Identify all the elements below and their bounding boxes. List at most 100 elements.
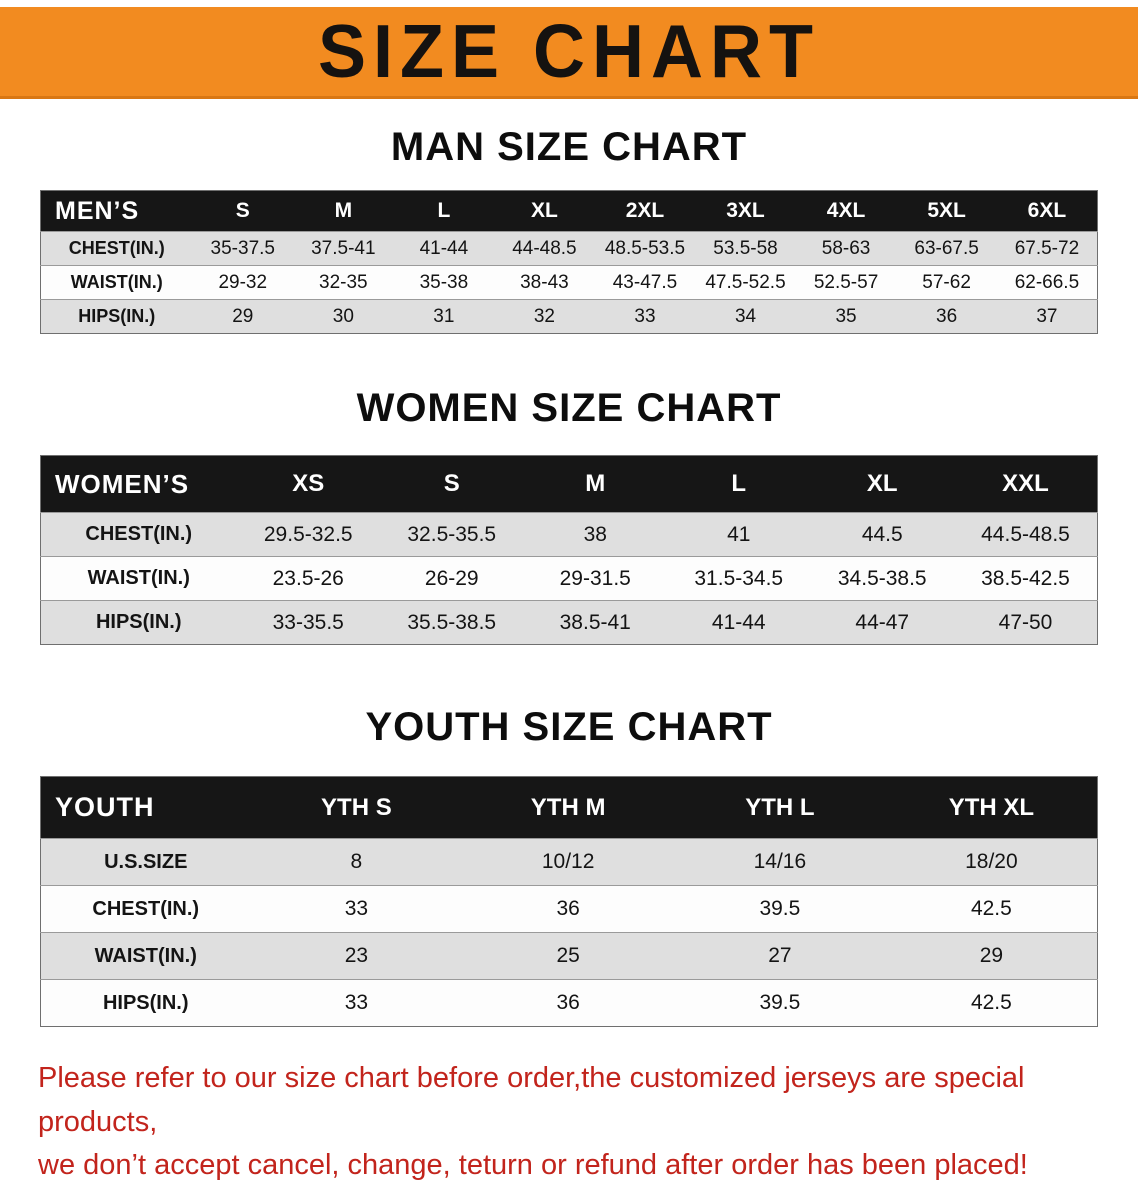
table-header-row: YOUTH YTH S YTH M YTH L YTH XL <box>40 776 1098 839</box>
section-men: MAN SIZE CHART MEN’S S M L XL 2XL 3XL 4XL 5XL 6XL C… <box>0 125 1138 334</box>
size-value: 34 <box>734 305 757 327</box>
men-size-chart-heading: MAN SIZE CHART <box>390 125 748 169</box>
women-size-table: WOMEN’S XS S M L XL XXL CHEST(IN.) 29.5-32.5 32.5… <box>40 455 1098 645</box>
size-value: 29 <box>979 944 1004 967</box>
table-row: U.S.SIZE 8 10/12 14/16 18/20 <box>40 838 1098 886</box>
size-value: 38-43 <box>520 271 569 293</box>
row-label: HIPS(IN.) <box>102 991 189 1014</box>
size-value: 36 <box>556 897 580 920</box>
size-value: 58-63 <box>821 237 871 259</box>
size-value: 39.5 <box>759 991 801 1014</box>
page-title: SIZE CHART <box>318 9 820 94</box>
table-row: HIPS(IN.) 33 36 39.5 42.5 <box>40 979 1098 1027</box>
size-value: 25 <box>556 944 580 967</box>
table-row: HIPS(IN.) 33-35.5 35.5-38.5 38.5-41 41-44 44-… <box>40 600 1098 645</box>
footer-note-line2: we don’t accept cancel, change, teturn o… <box>38 1149 1028 1181</box>
size-value: 26-29 <box>424 566 479 590</box>
size-value: 57-62 <box>922 271 971 293</box>
size-value: 67.5-72 <box>1014 237 1080 259</box>
size-chart-page: SIZE CHART MAN SIZE CHART MEN’S S M L XL 2XL 3X… <box>0 7 1138 1188</box>
size-value: 42.5 <box>970 991 1012 1014</box>
row-label: HIPS(IN.) <box>78 306 156 326</box>
size-column-header: M <box>293 190 394 232</box>
size-value: 33 <box>344 897 369 920</box>
size-value: 35.5-38.5 <box>407 610 497 634</box>
youth-size-table: YOUTH YTH S YTH M YTH L YTH XL U.S.SIZE 8 10/12… <box>40 776 1098 1027</box>
size-column-header: 2XL <box>594 190 696 232</box>
size-value: 47.5-52.5 <box>705 271 786 293</box>
banner: SIZE CHART <box>0 7 1138 99</box>
table-row: CHEST(IN.) 33 36 39.5 42.5 <box>40 885 1098 933</box>
table-title-cell: YOUTH <box>40 776 251 839</box>
size-value: 44-48.5 <box>512 237 577 259</box>
row-label: CHEST(IN.) <box>92 897 200 920</box>
size-value: 35-38 <box>419 271 469 293</box>
size-value: 32-35 <box>319 271 368 293</box>
size-column-header: L <box>667 455 811 513</box>
row-label: U.S.SIZE <box>104 850 188 873</box>
size-value: 41 <box>727 522 751 546</box>
size-value: 32 <box>533 305 555 327</box>
size-value: 47-50 <box>998 610 1053 634</box>
size-column-header: YTH S <box>250 776 463 839</box>
size-column-header: XS <box>236 455 380 513</box>
size-value: 23.5-26 <box>272 566 344 590</box>
size-value: 27 <box>768 944 792 967</box>
size-value: 44.5 <box>861 522 903 546</box>
table-row: CHEST(IN.) 29.5-32.5 32.5-35.5 38 41 44.5 44.5… <box>40 512 1098 557</box>
size-value: 63-67.5 <box>914 237 979 259</box>
row-label: WAIST(IN.) <box>87 567 190 589</box>
size-value: 52.5-57 <box>813 271 879 293</box>
size-value: 29 <box>232 305 254 327</box>
size-value: 38.5-41 <box>559 610 631 634</box>
size-value: 29-31.5 <box>559 566 631 590</box>
row-label: WAIST(IN.) <box>94 944 197 967</box>
size-value: 33 <box>344 991 369 1014</box>
size-column-header: YTH M <box>462 776 674 839</box>
size-value: 38.5-42.5 <box>981 566 1070 590</box>
size-value: 34.5-38.5 <box>837 566 927 590</box>
size-value: 23 <box>344 944 369 967</box>
size-value: 41-44 <box>419 237 469 259</box>
table-title-cell: WOMEN’S <box>40 455 237 513</box>
row-label: CHEST(IN.) <box>68 238 165 258</box>
table-row: WAIST(IN.) 29-32 32-35 35-38 38-43 43-47.5 47.… <box>40 265 1098 300</box>
size-column-header: M <box>523 455 667 513</box>
women-size-chart-heading: WOMEN SIZE CHART <box>356 386 782 430</box>
size-value: 53.5-58 <box>713 237 778 259</box>
size-value: 29.5-32.5 <box>263 522 353 546</box>
size-value: 36 <box>556 991 580 1014</box>
table-header-row: MEN’S S M L XL 2XL 3XL 4XL 5XL 6XL <box>40 190 1098 232</box>
size-value: 30 <box>332 305 354 327</box>
size-column-header: S <box>192 190 294 232</box>
table-header-row: WOMEN’S XS S M L XL XXL <box>40 455 1098 513</box>
men-size-table: MEN’S S M L XL 2XL 3XL 4XL 5XL 6XL CHEST(IN.) 35-37… <box>40 190 1098 334</box>
size-column-header: 5XL <box>896 190 997 232</box>
size-value: 33 <box>634 305 656 327</box>
row-label: HIPS(IN.) <box>95 611 182 633</box>
table-row: CHEST(IN.) 35-37.5 37.5-41 41-44 44-48.5 48.5… <box>40 231 1098 266</box>
row-label: WAIST(IN.) <box>70 272 163 292</box>
size-value: 38 <box>583 522 607 546</box>
size-value: 41-44 <box>711 610 766 634</box>
section-women: WOMEN SIZE CHART WOMEN’S XS S M L XL XXL CHEST(I… <box>0 386 1138 645</box>
size-value: 42.5 <box>970 897 1012 920</box>
size-value: 14/16 <box>753 850 807 873</box>
size-value: 32.5-35.5 <box>407 522 497 546</box>
size-value: 10/12 <box>541 850 595 873</box>
table-row: WAIST(IN.) 23.5-26 26-29 29-31.5 31.5-34.5 34… <box>40 556 1098 601</box>
table-row: WAIST(IN.) 23 25 27 29 <box>40 932 1098 980</box>
size-value: 44-47 <box>855 610 910 634</box>
size-value: 37.5-41 <box>311 237 376 259</box>
size-value: 62-66.5 <box>1014 271 1080 293</box>
size-value: 48.5-53.5 <box>604 237 686 259</box>
row-label: CHEST(IN.) <box>85 523 193 545</box>
size-value: 44.5-48.5 <box>981 522 1070 546</box>
section-youth: YOUTH SIZE CHART YOUTH YTH S YTH M YTH L YTH … <box>0 705 1138 1027</box>
size-value: 33-35.5 <box>272 610 344 634</box>
size-column-header: 6XL <box>996 190 1098 232</box>
table-row: HIPS(IN.) 29 30 31 32 33 34 35 36 37 <box>40 299 1098 334</box>
table-title-cell: MEN’S <box>40 190 193 232</box>
size-value: 18/20 <box>965 850 1018 873</box>
size-column-header: 3XL <box>695 190 796 232</box>
